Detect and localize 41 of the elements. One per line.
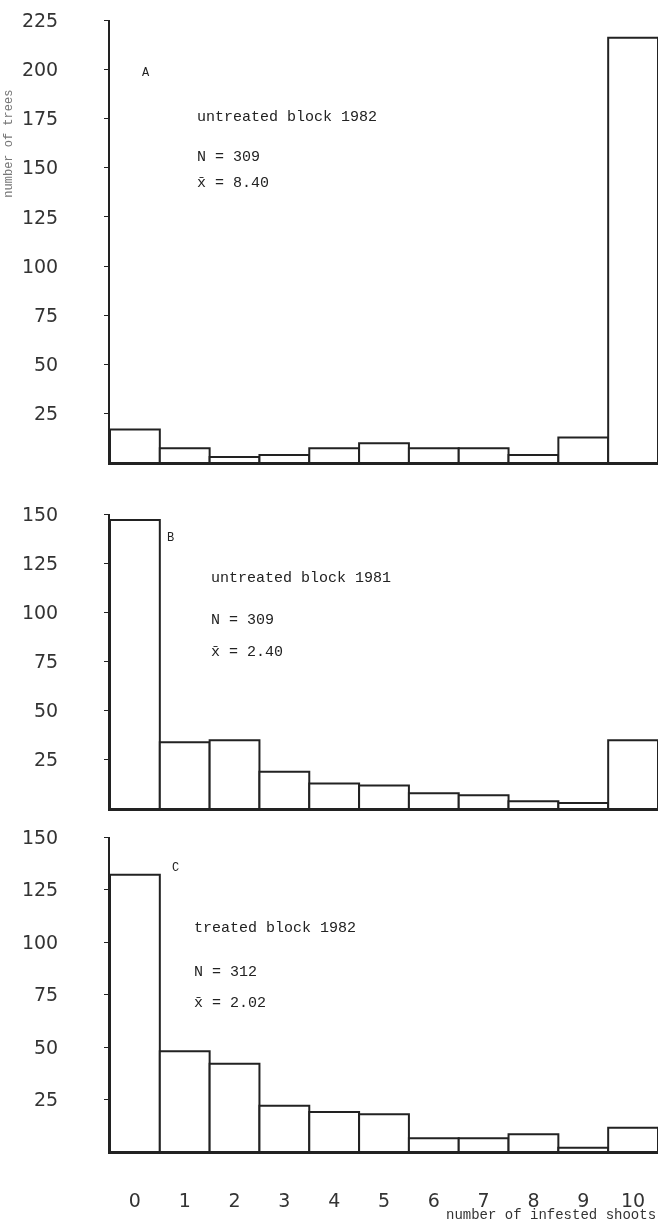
y-tick-label: 50 [34,353,59,376]
x-tick-label: 4 [328,1188,341,1211]
y-tick-label: 50 [34,1035,59,1058]
y-axis-title: number of trees [1,89,16,198]
y-tick-label: 150 [21,825,59,848]
y-tick-label: 200 [21,57,59,80]
annotation: treated block 1982 [194,920,357,937]
x-tick-label: 6 [427,1188,440,1211]
annotation: B [167,531,175,545]
y-tick-label: 50 [34,699,59,722]
annotation: x̄ = 2.02 [194,995,267,1012]
x-tick-label: 5 [377,1188,391,1211]
annotation: x̄ = 2.40 [211,644,284,661]
y-tick-label: 100 [21,254,59,277]
y-tick-label: 125 [21,205,59,228]
annotation: x̄ = 8.40 [197,175,270,192]
y-tick-label: 75 [34,303,59,326]
y-tick-label: 175 [21,107,59,130]
y-tick-label: 75 [34,650,59,673]
annotation: A [142,66,150,80]
annotation: untreated block 1981 [211,570,392,587]
annotation: N = 309 [211,612,275,629]
annotation: N = 309 [197,149,261,166]
annotation: untreated block 1982 [197,109,378,126]
annotation: N = 312 [194,964,258,981]
y-tick-label: 225 [21,8,59,31]
y-tick-label: 25 [34,1088,59,1111]
y-tick-label: 125 [21,878,59,901]
y-tick-label: 100 [21,930,59,953]
x-tick-label: 3 [278,1188,291,1211]
x-tick-label: 1 [178,1188,191,1211]
x-tick-label: 0 [128,1188,141,1211]
y-tick-label: 25 [34,748,59,771]
y-tick-label: 125 [21,551,59,574]
y-tick-label: 150 [21,502,59,525]
x-tick-label: 2 [228,1188,241,1211]
y-tick-label: 75 [34,983,59,1006]
y-tick-label: 25 [34,402,59,425]
y-tick-label: 100 [21,600,59,623]
annotation: C [172,861,180,875]
y-tick-label: 150 [21,156,59,179]
